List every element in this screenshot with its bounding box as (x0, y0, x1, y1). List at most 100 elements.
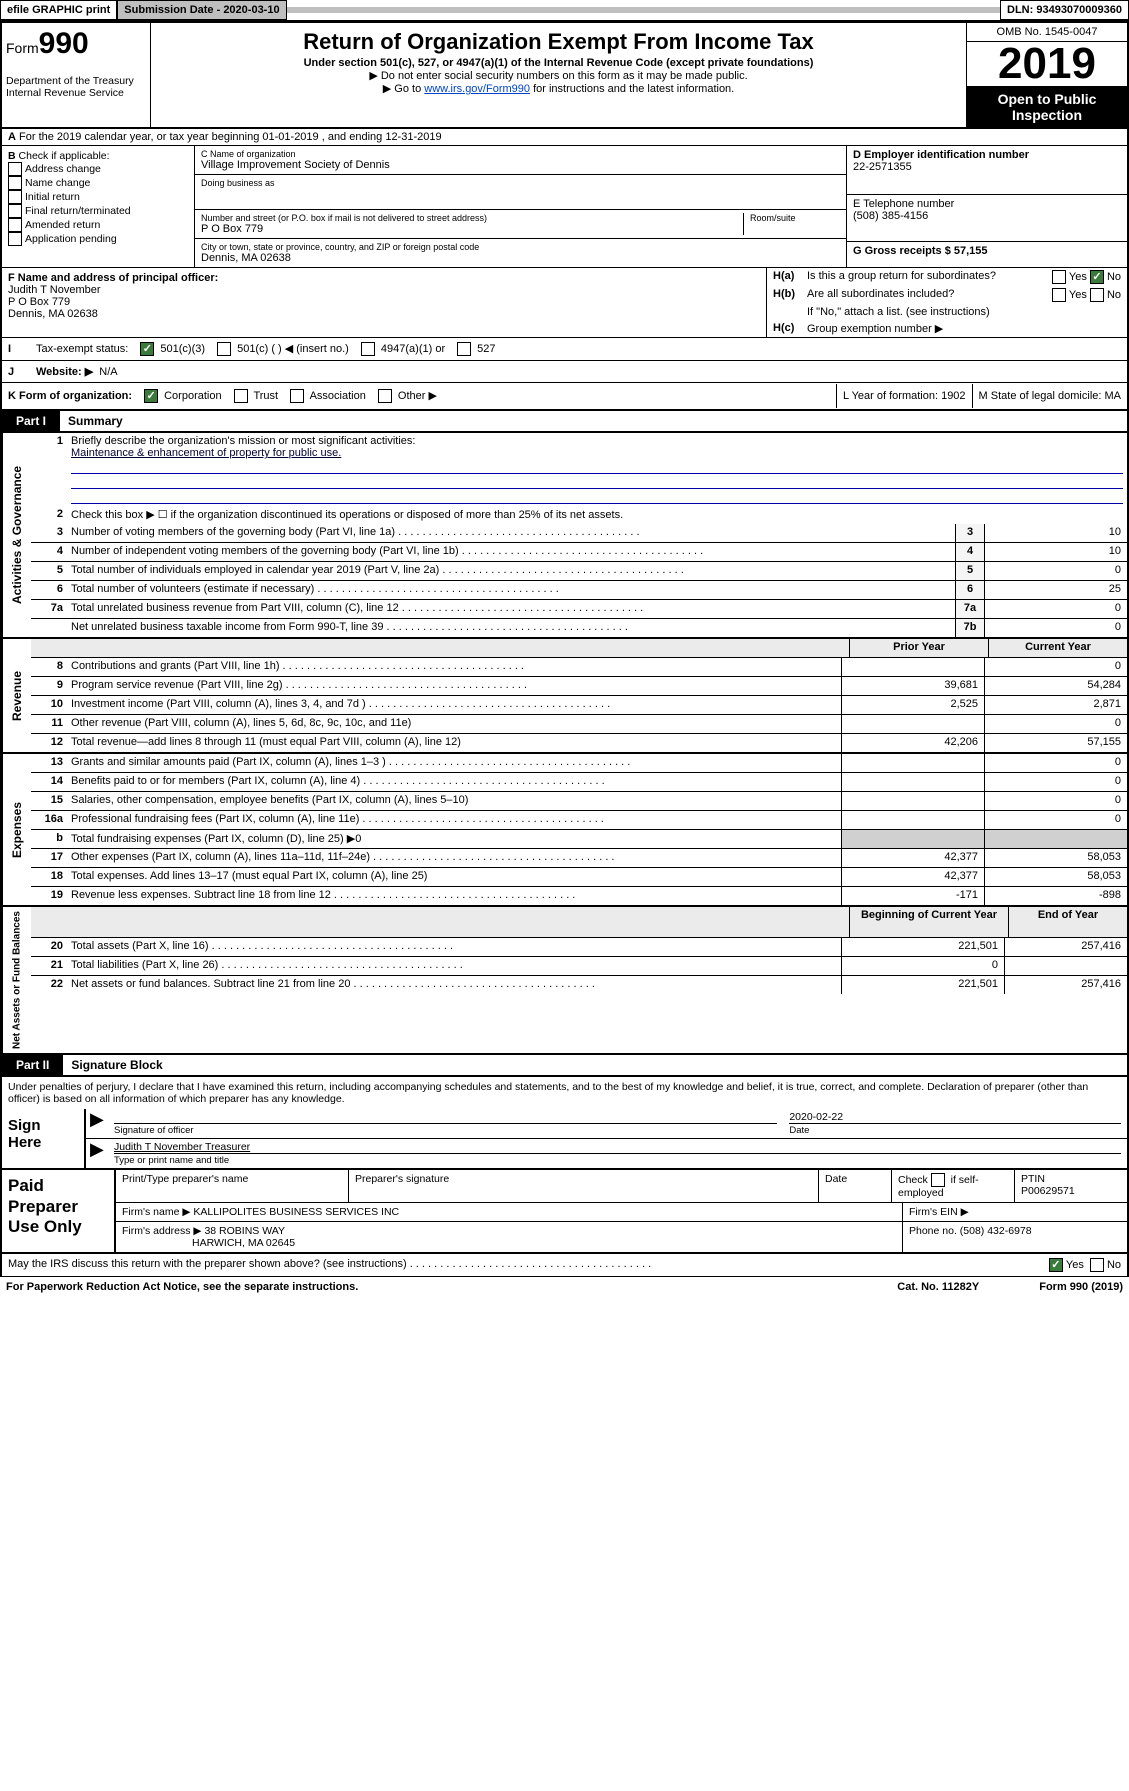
cb-name-change[interactable]: Name change (8, 176, 188, 190)
h-c: Group exemption number ▶ (807, 322, 943, 335)
k-other[interactable]: Other ▶ (372, 383, 443, 409)
discuss-text: May the IRS discuss this return with the… (8, 1258, 407, 1270)
col-c-fields: C Name of organizationVillage Improvemen… (195, 146, 846, 267)
e13c: 0 (984, 754, 1127, 772)
k-label: K Form of organization: (8, 390, 132, 402)
r8c: 0 (984, 658, 1127, 676)
part1-tab: Part I (2, 411, 60, 431)
n20c: 257,416 (1004, 938, 1127, 956)
i-501c[interactable]: 501(c) ( ) ◀ (insert no.) (211, 338, 355, 360)
r8p (841, 658, 984, 676)
h-b: Are all subordinates included? (807, 288, 954, 302)
r9p: 39,681 (841, 677, 984, 695)
discuss-row: May the IRS discuss this return with the… (0, 1254, 1129, 1277)
firm-phone: Phone no. (508) 432-6978 (903, 1222, 1127, 1252)
cb-initial-return[interactable]: Initial return (8, 190, 188, 204)
top-bar: efile GRAPHIC print Submission Date - 20… (0, 0, 1129, 21)
city-label: City or town, state or province, country… (201, 242, 840, 252)
col-b-checkboxes: B Check if applicable: Address change Na… (2, 146, 195, 267)
ptin-label: PTIN (1021, 1173, 1045, 1185)
k-trust[interactable]: Trust (228, 383, 285, 409)
e19t: Revenue less expenses. Subtract line 18 … (71, 889, 331, 901)
footer: For Paperwork Reduction Act Notice, see … (0, 1277, 1129, 1297)
r10p: 2,525 (841, 696, 984, 714)
sig-arrow-icon-2: ▶ (86, 1139, 108, 1168)
org-name-label: C Name of organization (201, 149, 840, 159)
k-corp[interactable]: ✓ Corporation (138, 383, 228, 409)
e13t: Grants and similar amounts paid (Part IX… (71, 756, 386, 768)
r10c: 2,871 (984, 696, 1127, 714)
n20p: 221,501 (841, 938, 1004, 956)
hb-yesno[interactable]: Yes No (1052, 288, 1121, 302)
part2-bar: Part II Signature Block (0, 1055, 1129, 1077)
ein: 22-2571355 (853, 161, 1121, 173)
l3t: Number of voting members of the governin… (71, 526, 395, 538)
period-row: A For the 2019 calendar year, or tax yea… (0, 129, 1129, 146)
col-de: D Employer identification number22-25713… (846, 146, 1127, 267)
sig-officer-label: Signature of officer (114, 1123, 777, 1136)
cb-pending[interactable]: Application pending (8, 232, 188, 246)
sig-arrow-icon: ▶ (86, 1109, 108, 1138)
org-name: Village Improvement Society of Dennis (201, 159, 840, 171)
l5t: Total number of individuals employed in … (71, 564, 439, 576)
n21c (1004, 957, 1127, 975)
website: N/A (99, 366, 117, 378)
firm-name: KALLIPOLITES BUSINESS SERVICES INC (193, 1206, 399, 1218)
city: Dennis, MA 02638 (201, 252, 840, 264)
part2-title: Signature Block (63, 1055, 170, 1075)
r8t: Contributions and grants (Part VIII, lin… (71, 660, 280, 672)
mission-label: Briefly describe the organization's miss… (71, 435, 415, 447)
l4t: Number of independent voting members of … (71, 545, 459, 557)
h-b-note: If "No," attach a list. (see instruction… (807, 306, 990, 318)
k-assoc[interactable]: Association (284, 383, 372, 409)
dln: DLN: 93493070009360 (1000, 0, 1129, 20)
dba-label: Doing business as (201, 178, 840, 188)
sign-here: Sign Here (2, 1109, 86, 1168)
sig-date-label: Date (789, 1123, 1121, 1136)
e16ap (841, 811, 984, 829)
cb-address-change[interactable]: Address change (8, 162, 188, 176)
r9c: 54,284 (984, 677, 1127, 695)
hdr-prior: Prior Year (849, 639, 988, 657)
irs-link[interactable]: www.irs.gov/Form990 (424, 83, 530, 95)
form-title: Return of Organization Exempt From Incom… (157, 29, 960, 55)
firm-addr: 38 ROBINS WAY (204, 1225, 285, 1237)
prep-date-hdr: Date (819, 1170, 892, 1202)
e16bt: Total fundraising expenses (Part IX, col… (71, 833, 361, 845)
l7at: Total unrelated business revenue from Pa… (71, 602, 399, 614)
netassets-section: Net Assets or Fund Balances Beginning of… (0, 907, 1129, 1055)
gross-receipts: G Gross receipts $ 57,155 (853, 245, 988, 257)
side-netassets: Net Assets or Fund Balances (2, 907, 31, 1053)
cb-final-return[interactable]: Final return/terminated (8, 204, 188, 218)
tax-exempt-label: Tax-exempt status: (30, 339, 134, 359)
section-h: H(a)Is this a group return for subordina… (766, 268, 1127, 337)
privacy-note: Do not enter social security numbers on … (157, 69, 960, 82)
form-subtitle: Under section 501(c), 527, or 4947(a)(1)… (157, 57, 960, 69)
e17c: 58,053 (984, 849, 1127, 867)
phone-label: E Telephone number (853, 198, 954, 210)
i-501c3[interactable]: ✓ 501(c)(3) (134, 338, 211, 360)
e16at: Professional fundraising fees (Part IX, … (71, 813, 359, 825)
prep-sig-hdr: Preparer's signature (349, 1170, 819, 1202)
n22p: 221,501 (841, 976, 1004, 994)
i-4947[interactable]: 4947(a)(1) or (355, 338, 451, 360)
prep-selfemp[interactable]: Check if self-employed (892, 1170, 1015, 1202)
i-527[interactable]: 527 (451, 338, 501, 360)
phone: (508) 385-4156 (853, 210, 1121, 222)
row-klm: K Form of organization: ✓ Corporation Tr… (0, 383, 1129, 411)
e14c: 0 (984, 773, 1127, 791)
section-bcde: B Check if applicable: Address change Na… (0, 146, 1129, 268)
ha-yesno[interactable]: Yes ✓No (1052, 270, 1121, 284)
mission: Maintenance & enhancement of property fo… (71, 447, 341, 459)
l5v: 0 (984, 562, 1127, 580)
discuss-yesno[interactable]: ✓Yes No (1049, 1258, 1121, 1272)
cb-amended[interactable]: Amended return (8, 218, 188, 232)
e16ac: 0 (984, 811, 1127, 829)
efile-label[interactable]: efile GRAPHIC print (0, 0, 117, 20)
firm-city: HARWICH, MA 02645 (192, 1237, 295, 1249)
r9t: Program service revenue (Part VIII, line… (71, 679, 283, 691)
perjury-declaration: Under penalties of perjury, I declare th… (2, 1077, 1127, 1109)
r12c: 57,155 (984, 734, 1127, 752)
e15p (841, 792, 984, 810)
side-revenue: Revenue (2, 639, 31, 752)
